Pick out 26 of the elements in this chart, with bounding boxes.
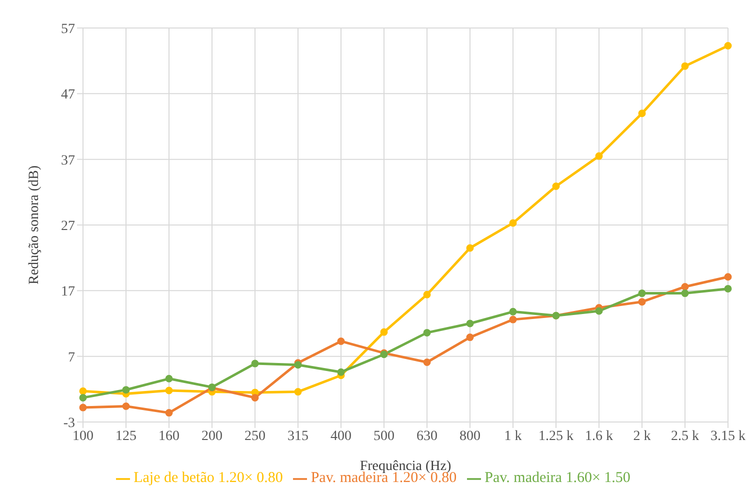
x-tick-label: 160	[158, 428, 180, 444]
y-axis-title: Redução sonora (dB)	[26, 165, 42, 284]
x-tick-label: 2.5 k	[671, 428, 699, 444]
legend-label: Laje de betão 1.20× 0.80	[134, 470, 283, 486]
y-tick-label: 27	[61, 218, 75, 234]
y-tick-label: 37	[61, 153, 75, 168]
x-tick-label: 100	[72, 428, 94, 444]
x-tick-label: 1.6 k	[585, 428, 613, 444]
legend-label: Pav. madeira 1.60× 1.50	[484, 470, 630, 486]
x-tick-label: 630	[416, 428, 438, 444]
y-tick-label: 7	[68, 350, 75, 366]
x-tick-label: 1 k	[504, 428, 522, 444]
x-tick-label: 500	[374, 428, 394, 444]
y-tick-label: 17	[61, 284, 75, 300]
x-tick-label: 200	[202, 428, 222, 444]
x-tick-label: 800	[460, 428, 480, 444]
x-tick-label: 2 k	[633, 428, 651, 444]
x-tick-label: 3.15 k	[710, 428, 746, 444]
x-tick-label: 1.25 k	[538, 428, 574, 444]
x-tick-label: 315	[288, 428, 308, 444]
y-tick-label: -3	[63, 416, 75, 431]
x-tick-label: 125	[116, 428, 136, 444]
y-tick-label: 47	[61, 88, 75, 103]
x-tick-label: 250	[244, 428, 266, 444]
y-tick-label: 57	[61, 22, 75, 37]
x-tick-label: 400	[330, 428, 352, 444]
